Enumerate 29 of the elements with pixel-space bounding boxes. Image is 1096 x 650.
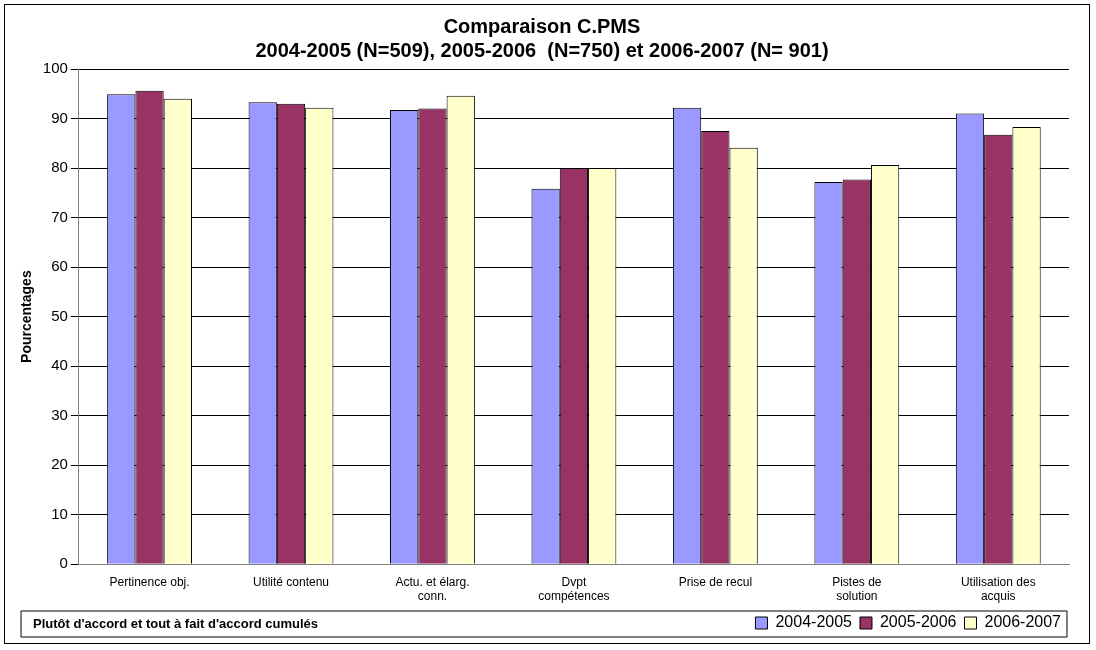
legend-label: 2006-2007	[984, 613, 1062, 631]
y-tick-label: 20	[51, 455, 68, 473]
category-label: Pistes de	[832, 574, 882, 589]
category-label: Utilisation des	[960, 574, 1036, 589]
category-label: Dvpt	[561, 574, 587, 589]
legend-label: 2004-2005	[775, 613, 853, 631]
text: Plutôt d'accord et tout à fait d'accord cumulés	[33, 615, 319, 631]
y-tick-label: 40	[51, 356, 68, 374]
category-label: Actu. et élarg.	[395, 574, 470, 589]
legend-label: 2005-2006	[879, 613, 957, 631]
category-label: solution	[836, 589, 878, 604]
category-label: Prise de recul	[678, 574, 753, 589]
category-label: acquis	[980, 589, 1016, 604]
category-label: conn.	[417, 589, 448, 604]
category-label: Pertinence obj.	[109, 574, 190, 589]
y-tick-label: 60	[51, 257, 68, 275]
y-axis-title: Pourcentages	[18, 270, 35, 363]
y-tick-label: 70	[51, 207, 68, 225]
text: Comparaison C.PMS	[443, 14, 641, 37]
y-tick-label: 10	[51, 504, 68, 522]
y-tick-label: 30	[51, 405, 68, 423]
text: 2004-2005 (N=509), 2005-2006 (N=750) et 2006-2007 (N= 901)	[255, 38, 829, 61]
y-tick-label: 100	[42, 59, 68, 77]
y-tick-label: 0	[59, 554, 68, 572]
y-tick-label: 90	[51, 108, 68, 126]
y-tick-label: 50	[51, 306, 68, 324]
category-label: compétences	[538, 589, 610, 604]
y-tick-label: 80	[51, 158, 68, 176]
category-label: Utilité contenu	[252, 574, 330, 589]
